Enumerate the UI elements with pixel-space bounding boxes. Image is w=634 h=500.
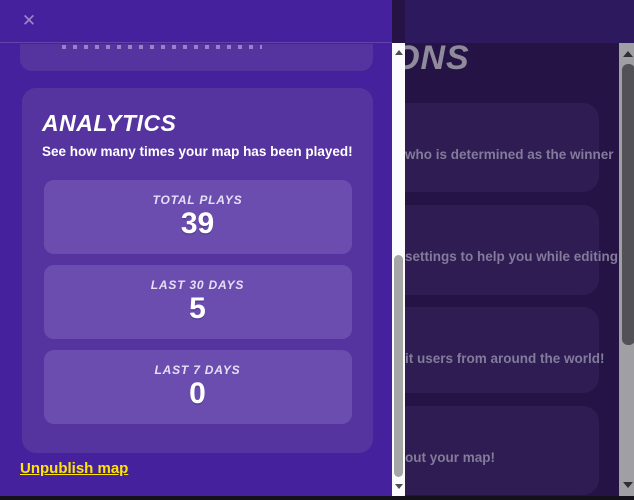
modal-scrollbar-thumb[interactable] [394,255,403,477]
scroll-up-icon[interactable] [623,51,633,57]
analytics-title: ANALYTICS [42,110,177,136]
unpublish-map-link[interactable]: Unpublish map [20,460,129,477]
background-page-heading: ONS [405,39,470,77]
background-card-text: settings to help you while editing [405,249,619,264]
background-page: ONS who is determined as the winner sett… [405,0,634,500]
map-analytics-modal: ✕ ANALYTICS See how many times your map … [0,0,392,496]
scroll-up-icon[interactable] [395,50,403,55]
stat-total-plays: TOTAL PLAYS 39 [43,180,352,254]
stat-label: LAST 7 DAYS [154,362,241,377]
stat-value: 0 [189,376,206,410]
page-scrollbar[interactable] [619,43,634,496]
background-card-text: who is determined as the winner [405,147,614,162]
bottom-edge-strip [0,496,634,500]
background-topbar [405,0,634,43]
stat-label: LAST 30 DAYS [150,277,245,292]
background-card-text: out your map! [405,450,495,465]
stat-value: 39 [180,206,215,240]
modal-header: ✕ [0,0,392,43]
clipped-top-card [20,44,373,71]
background-option-card: it users from around the world! [405,307,605,393]
stat-last-30-days: LAST 30 DAYS 5 [43,265,352,339]
stat-last-7-days: LAST 7 DAYS 0 [43,350,352,424]
stat-value: 5 [189,291,206,325]
background-option-card: out your map! [405,406,599,495]
analytics-subtitle: See how many times your map has been pla… [42,144,353,159]
page-scrollbar-thumb[interactable] [622,64,634,345]
scroll-down-icon[interactable] [395,484,403,489]
close-icon[interactable]: ✕ [21,10,37,30]
analytics-section: ANALYTICS See how many times your map ha… [22,88,373,453]
background-option-card: who is determined as the winner [405,103,614,192]
clipped-card-text [62,45,262,49]
background-card-text: it users from around the world! [405,351,605,366]
scroll-down-icon[interactable] [623,482,633,488]
stat-label: TOTAL PLAYS [152,192,243,207]
modal-scrollbar[interactable] [392,43,405,496]
background-option-card: settings to help you while editing [405,205,618,295]
